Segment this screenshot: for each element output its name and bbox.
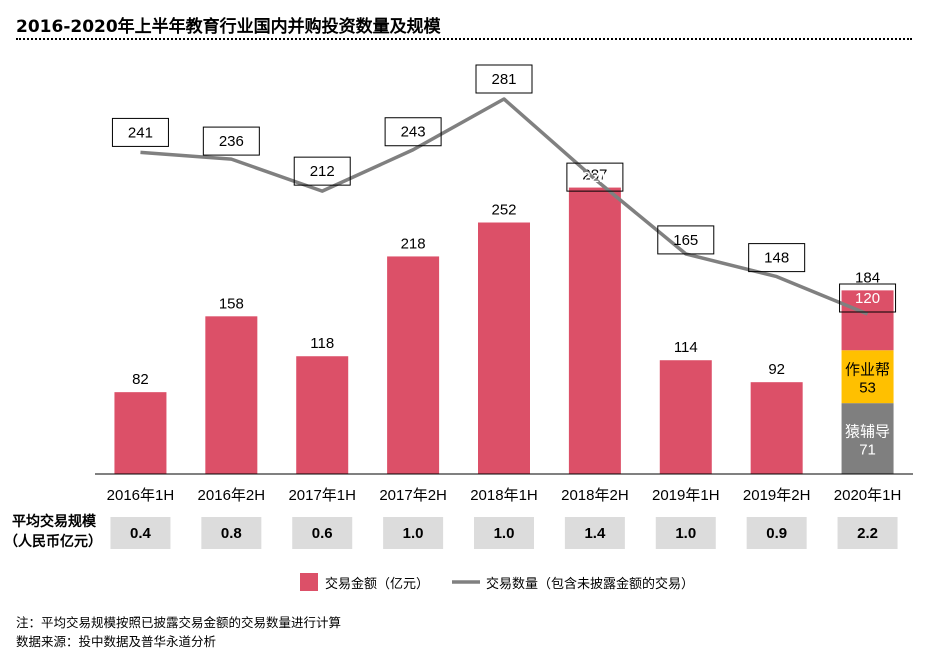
line-value-label: 148 [764, 250, 789, 267]
avg-scale-cell [201, 517, 262, 549]
bar [478, 222, 530, 474]
line-series [140, 97, 869, 316]
avg-scale-cell [655, 517, 716, 549]
bar [841, 290, 894, 351]
x-tick-label: 2016年2H [198, 487, 266, 504]
bar [387, 256, 440, 474]
line-value-box [293, 156, 351, 186]
stacked-segment [841, 403, 894, 474]
segment-value: 71 [859, 442, 876, 459]
avg-scale-cell [837, 517, 898, 549]
segment-label: 猿辅导 [845, 424, 890, 441]
x-tick-label: 2017年2H [379, 487, 447, 504]
avg-scale-value: 1.0 [403, 525, 424, 542]
avg-scale-value: 1.0 [675, 525, 696, 542]
chart-title: 2016-2020年上半年教育行业国内并购投资数量及规模 [16, 17, 441, 37]
line-value-box [111, 117, 169, 147]
x-tick-label: 2016年1H [107, 487, 175, 504]
avg-scale-value: 0.8 [221, 525, 242, 542]
bar-value-label: 218 [401, 235, 426, 252]
avg-scale-value: 1.4 [584, 525, 606, 542]
avg-scale-value: 0.4 [130, 525, 152, 542]
line-value-label: 281 [491, 71, 516, 88]
line-value-box [384, 117, 442, 147]
x-tick-label: 2017年1H [288, 487, 356, 504]
line-value-label: 241 [128, 124, 153, 141]
bar-value-label: 118 [310, 335, 334, 352]
data-source: 数据来源：投中数据及普华永道分析 [16, 634, 217, 649]
line-value-box [657, 225, 715, 255]
bar [296, 356, 349, 474]
stacked-segment [841, 350, 894, 404]
line-value-box [475, 64, 533, 94]
legend-bar-swatch [300, 573, 318, 591]
bar [205, 316, 258, 474]
bar [114, 392, 167, 474]
avg-scale-unit: （人民币亿元） [4, 533, 102, 550]
line-value-box [839, 283, 897, 313]
bar [750, 382, 803, 474]
line-value-box [748, 243, 806, 273]
bar [568, 187, 621, 474]
avg-scale-value: 2.2 [857, 525, 878, 542]
bar [659, 360, 712, 474]
line-value-label: 243 [401, 124, 426, 141]
line-value-box [566, 162, 624, 192]
avg-scale-value: 1.0 [494, 525, 515, 542]
legend-bar-label: 交易金额（亿元） [325, 576, 429, 592]
line-value-label: 221 [582, 169, 607, 186]
bar-value-label: 158 [219, 295, 244, 312]
legend-line-label: 交易数量（包含未披露金额的交易） [486, 576, 694, 592]
line-value-label: 236 [219, 133, 244, 150]
title-divider [16, 38, 912, 40]
bar-value-label: 82 [132, 371, 149, 388]
bar-value-label: 287 [582, 167, 607, 184]
line-value-box [202, 126, 260, 156]
x-tick-label: 2019年2H [743, 487, 811, 504]
bar-value-label: 114 [674, 339, 698, 356]
bar-value-label: 92 [768, 361, 785, 378]
x-tick-label: 2018年2H [561, 487, 629, 504]
avg-scale-value: 0.9 [766, 525, 787, 542]
bar-value-label: 252 [491, 202, 516, 219]
avg-scale-value: 0.6 [312, 525, 333, 542]
line-value-label: 120 [855, 290, 880, 307]
x-tick-label: 2019年1H [652, 487, 720, 504]
line-value-label: 165 [673, 232, 698, 249]
x-tick-label: 2018年1H [470, 487, 538, 504]
bar-value-label: 184 [855, 269, 880, 286]
segment-label: 作业帮 [845, 362, 890, 379]
x-tick-label: 2020年1H [834, 487, 902, 504]
avg-scale-label: 平均交易规模 [12, 513, 97, 530]
avg-scale-cell [474, 517, 534, 549]
avg-scale-cell [110, 517, 171, 549]
line-value-label: 212 [310, 163, 335, 180]
avg-scale-cell [383, 517, 444, 549]
avg-scale-cell [564, 517, 625, 549]
avg-scale-cell [746, 517, 807, 549]
footnote: 注：平均交易规模按照已披露交易金额的交易数量进行计算 [16, 615, 342, 630]
avg-scale-cell [292, 517, 353, 549]
segment-value: 53 [859, 380, 876, 397]
